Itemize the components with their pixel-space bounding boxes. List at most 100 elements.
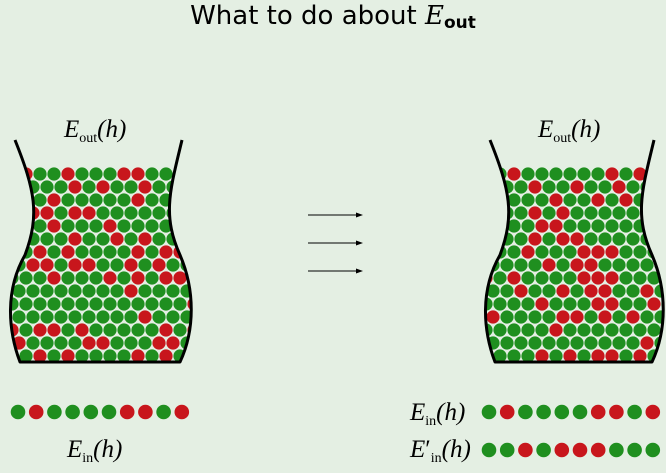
bin-marble (577, 349, 591, 362)
bin-marble (485, 336, 486, 350)
bin-marble (103, 297, 117, 311)
bin-marble (465, 193, 478, 206)
bin-marble (612, 232, 626, 246)
bin-marble (584, 206, 598, 220)
bin-marble (145, 349, 159, 362)
bin-marble (570, 180, 584, 194)
bin-marble (89, 349, 103, 362)
bin-marble (33, 245, 47, 259)
bin-marble (117, 323, 131, 337)
right-sample-2-label-arg: (h) (441, 436, 471, 463)
bin-marble (54, 336, 68, 350)
title-symbol: E (425, 1, 444, 31)
left-sample-label-arg: (h) (93, 436, 123, 463)
bin-marble (612, 284, 626, 298)
bin-marble (598, 310, 612, 324)
bin-marble (117, 193, 131, 207)
bin-marble (26, 310, 40, 324)
bin-marble (68, 284, 82, 298)
bin-marble (570, 206, 584, 220)
bin-marble (33, 271, 47, 285)
bin-marble (486, 180, 500, 194)
sample-marble (10, 404, 26, 420)
bin-marble (598, 180, 612, 194)
bin-marble (556, 206, 570, 220)
bin-marble (96, 336, 110, 350)
bin-marble (131, 271, 145, 285)
bin-marble (486, 284, 500, 298)
bin-marble (605, 323, 619, 337)
bin-marble (486, 206, 500, 220)
bin-marble (654, 206, 664, 220)
sample-marble (572, 442, 588, 458)
bin-marble (131, 167, 145, 181)
sample-marble (554, 404, 570, 420)
bin-marble (598, 336, 612, 350)
bin-marble (96, 180, 110, 194)
bin-marble (549, 271, 563, 285)
bin-marble (54, 232, 68, 246)
bin-marble (465, 297, 478, 310)
bin-marble (591, 219, 605, 233)
bin-marble (54, 180, 68, 194)
bin-marble (647, 297, 661, 311)
sample-marble (101, 404, 117, 420)
left-bin-label-symbol: E (64, 116, 80, 143)
bin-marble (166, 284, 180, 298)
right-bin-label-arg: (h) (571, 116, 601, 143)
right-sample-1-label-symbol: E (410, 399, 426, 426)
bin-marble (124, 284, 138, 298)
bin-marble (584, 180, 598, 194)
bin-marble (10, 336, 12, 350)
bin-marble (500, 310, 514, 324)
bin-marble (633, 349, 647, 362)
bin-marble (19, 271, 33, 285)
bin-marble (528, 180, 542, 194)
bin-marble (577, 193, 591, 207)
bin-marble (626, 206, 640, 220)
bin-marble (26, 258, 40, 272)
bin-marble (514, 206, 528, 220)
bin-marble (159, 167, 173, 181)
bin-marble (103, 167, 117, 181)
sample-marble (572, 404, 588, 420)
sample-marble (83, 404, 99, 420)
bin-marble (138, 206, 152, 220)
bin-marble (542, 180, 556, 194)
bin-marble (26, 284, 40, 298)
bin-marble (598, 284, 612, 298)
bin-marble (485, 258, 486, 272)
arrow-2 (308, 240, 363, 246)
bin-marble (103, 219, 117, 233)
bin-marble (131, 193, 145, 207)
bin-marble (598, 232, 612, 246)
bin-marble (570, 258, 584, 272)
bin-marble (612, 206, 626, 220)
bin-marble (152, 232, 166, 246)
bin-marble (591, 271, 605, 285)
sample-marble (47, 404, 62, 420)
bin-marble (500, 336, 514, 350)
bin-marble (535, 349, 549, 362)
bin-marble (493, 323, 507, 337)
bin-marble (33, 167, 47, 181)
bin-marble (54, 310, 68, 324)
bin-marble (117, 245, 131, 259)
bin-marble (521, 271, 535, 285)
bin-marble (166, 310, 180, 324)
bin-marble (577, 219, 591, 233)
bin-marble (40, 232, 54, 246)
bin-marble (61, 349, 75, 362)
bin-marble (110, 232, 124, 246)
bin-marble (10, 206, 12, 220)
bin-marble (584, 336, 598, 350)
bin-marble (0, 349, 5, 362)
bin-marble (661, 219, 664, 233)
bin-marble (647, 323, 661, 337)
bin-marble (89, 297, 103, 311)
bin-marble (145, 193, 159, 207)
bin-marble (159, 245, 173, 259)
bin-marble (465, 219, 478, 232)
bin-marble (654, 310, 664, 324)
